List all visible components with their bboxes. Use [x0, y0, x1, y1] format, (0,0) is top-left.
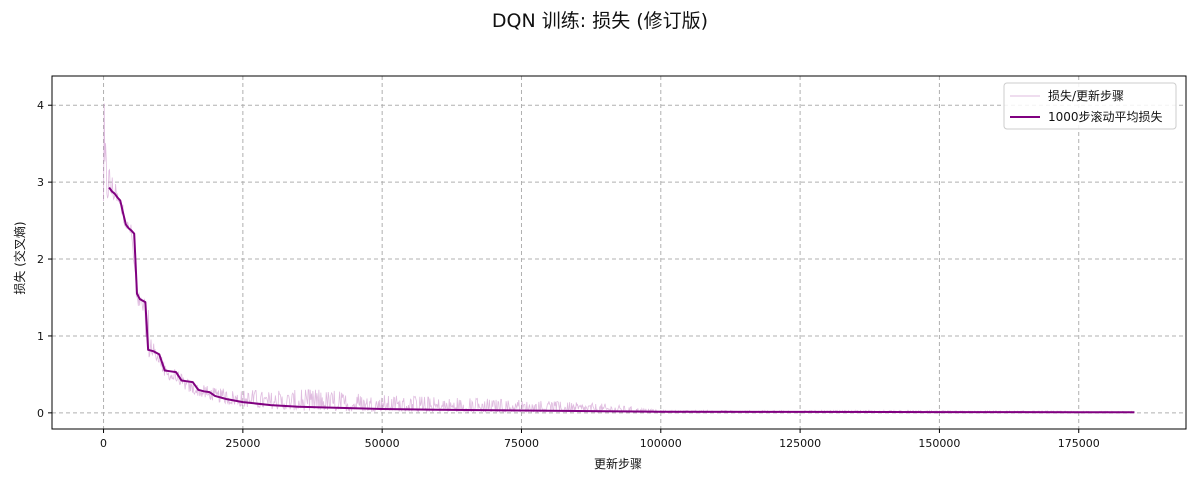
legend: 损失/更新步骤 1000步滚动平均损失: [1003, 82, 1177, 130]
x-axis: 0 25000 50000 75000 100000 125000 150000 175000: [100, 429, 1100, 450]
plot-frame: [51, 75, 1187, 430]
x-tick-label: 75000: [504, 437, 539, 450]
legend-box: [1003, 82, 1177, 130]
raw-loss-series: [103, 103, 1135, 415]
y-axis: 0 1 2 3 4: [37, 99, 52, 420]
rolling-average-line: [108, 186, 1135, 414]
x-axis-label: 更新步骤: [594, 456, 642, 471]
x-tick-label: 0: [100, 437, 107, 450]
x-tick-label: 25000: [225, 437, 260, 450]
y-tick-label: 3: [37, 176, 44, 189]
legend-label-rolling-average: 1000步滚动平均损失: [1048, 109, 1163, 124]
x-tick-label: 150000: [918, 437, 960, 450]
x-tick-label: 125000: [779, 437, 821, 450]
chart-title: DQN 训练: 损失 (修订版): [492, 10, 708, 32]
y-tick-label: 0: [37, 407, 44, 420]
raw-loss-line: [103, 103, 1135, 415]
x-tick-label: 50000: [365, 437, 400, 450]
x-tick-label: 100000: [640, 437, 682, 450]
y-axis-label: 损失 (交叉熵): [12, 221, 27, 294]
y-tick-label: 4: [37, 99, 44, 112]
legend-label-raw-loss: 损失/更新步骤: [1048, 88, 1124, 103]
y-tick-label: 1: [37, 330, 44, 343]
x-tick-label: 175000: [1058, 437, 1100, 450]
y-tick-label: 2: [37, 253, 44, 266]
rolling-average-series: [108, 186, 1135, 414]
